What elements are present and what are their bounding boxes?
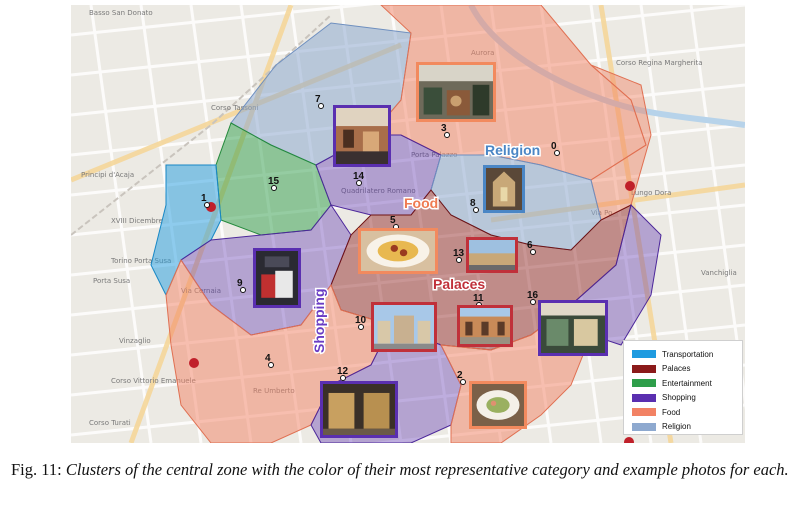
svg-text:Porta Susa: Porta Susa (93, 277, 130, 285)
marker-number: 4 (265, 353, 271, 364)
legend-swatch (632, 408, 656, 417)
marker-number: 13 (453, 248, 465, 259)
marker-dot[interactable] (460, 379, 466, 385)
piazza-photo (371, 302, 437, 352)
legend-item-shopping: Shopping (632, 391, 736, 406)
religion-label: Religion (485, 142, 540, 158)
marker-dot[interactable] (456, 257, 462, 263)
cafe-photo (333, 105, 391, 167)
legend-item-religion: Religion (632, 420, 736, 435)
marker-dot[interactable] (530, 249, 536, 255)
railway-line (71, 14, 332, 236)
legend-item-palaces: Palaces (632, 362, 736, 377)
svg-text:Corso Turati: Corso Turati (89, 419, 131, 427)
legend-label: Transportation (662, 349, 714, 359)
svg-text:Torino Porta Susa: Torino Porta Susa (110, 257, 171, 265)
pin-icon[interactable] (625, 181, 635, 191)
marker-dot[interactable] (554, 150, 560, 156)
svg-text:Vanchiglia: Vanchiglia (701, 269, 737, 277)
marker-dot[interactable] (204, 202, 210, 208)
marker-number: 14 (353, 171, 365, 182)
marker-dot[interactable] (473, 207, 479, 213)
courtyard-photo (457, 305, 513, 347)
legend-label: Palaces (662, 364, 691, 374)
map-pins (189, 181, 635, 443)
pin-icon[interactable] (189, 358, 199, 368)
marker-dot[interactable] (444, 132, 450, 138)
category-labels: Religion Food Palaces Shopping (310, 141, 542, 355)
legend-item-transportation: Transportation (632, 347, 736, 362)
marker-dot[interactable] (240, 287, 246, 293)
legend-item-food: Food (632, 405, 736, 420)
svg-text:Basso San Donato: Basso San Donato (89, 9, 153, 17)
legend-label: Food (662, 407, 681, 417)
bookshop-photo (538, 300, 608, 356)
legend-swatch (632, 393, 656, 402)
figure-caption: Fig. 11: Clusters of the central zone wi… (11, 458, 801, 482)
cluster-regions (150, 5, 662, 443)
marker-number: 3 (441, 123, 447, 134)
palaces-label: Palaces (433, 276, 485, 292)
city-map[interactable]: Basso San Donato Principi d'Acaja XVIII … (71, 5, 745, 443)
marker-number: 2 (457, 370, 463, 381)
svg-text:Porta Palazzo: Porta Palazzo (411, 151, 457, 159)
map-legend: Transportation Palaces Entertainment Sho… (623, 340, 743, 435)
food-label: Food (404, 195, 438, 211)
marker-dot[interactable] (530, 299, 536, 305)
svg-text:Vinzaglio: Vinzaglio (119, 337, 151, 345)
legend-swatch (632, 379, 656, 388)
legend-item-entertainment: Entertainment (632, 376, 736, 391)
caption-text: Clusters of the central zone with the co… (65, 460, 789, 479)
marker-number: 7 (315, 94, 321, 105)
marker-number: 12 (337, 366, 349, 377)
svg-text:Corso Tassoni: Corso Tassoni (211, 104, 259, 112)
svg-text:Corso Regina Margherita: Corso Regina Margherita (616, 59, 703, 67)
svg-text:Quadrilatero Romano: Quadrilatero Romano (341, 187, 416, 195)
svg-text:XVIII Dicembre: XVIII Dicembre (111, 217, 163, 225)
legend-swatch (632, 350, 656, 359)
marker-dot[interactable] (271, 185, 277, 191)
church-photo (483, 165, 525, 213)
svg-text:Corso Vittorio Emanuele: Corso Vittorio Emanuele (111, 377, 196, 385)
pasta-photo (358, 228, 438, 274)
marker-number: 6 (527, 240, 533, 251)
palace-square-photo (466, 237, 518, 273)
marker-number: 0 (551, 141, 557, 152)
legend-label: Entertainment (662, 378, 712, 388)
svg-text:Via Po: Via Po (591, 209, 612, 217)
marker-number: 10 (355, 315, 367, 326)
marker-number: 9 (237, 278, 243, 289)
marker-number: 11 (473, 293, 484, 304)
svg-text:Lungo Dora: Lungo Dora (631, 189, 671, 197)
market-photo (416, 62, 496, 122)
arcade-shop-photo (320, 381, 398, 438)
marker-number: 15 (268, 176, 280, 187)
marker-dot[interactable] (358, 324, 364, 330)
caption-figure-number: Fig. 11: (11, 460, 62, 479)
marker-number: 5 (390, 215, 396, 226)
marker-dot[interactable] (340, 375, 346, 381)
legend-label: Shopping (662, 393, 696, 403)
legend-swatch (632, 422, 656, 431)
dish-photo (469, 381, 527, 429)
marker-number: 1 (201, 193, 207, 204)
svg-text:Principi d'Acaja: Principi d'Acaja (81, 171, 134, 179)
marker-dot[interactable] (268, 362, 274, 368)
marker-dot[interactable] (318, 103, 324, 109)
legend-swatch (632, 364, 656, 373)
pin-icon[interactable] (624, 437, 634, 443)
marker-number: 8 (470, 198, 476, 209)
marker-number: 16 (527, 290, 539, 301)
marker-dot[interactable] (356, 180, 362, 186)
shopping-bags-photo (253, 248, 301, 308)
shopping-label: Shopping (311, 288, 327, 353)
legend-label: Religion (662, 422, 691, 432)
